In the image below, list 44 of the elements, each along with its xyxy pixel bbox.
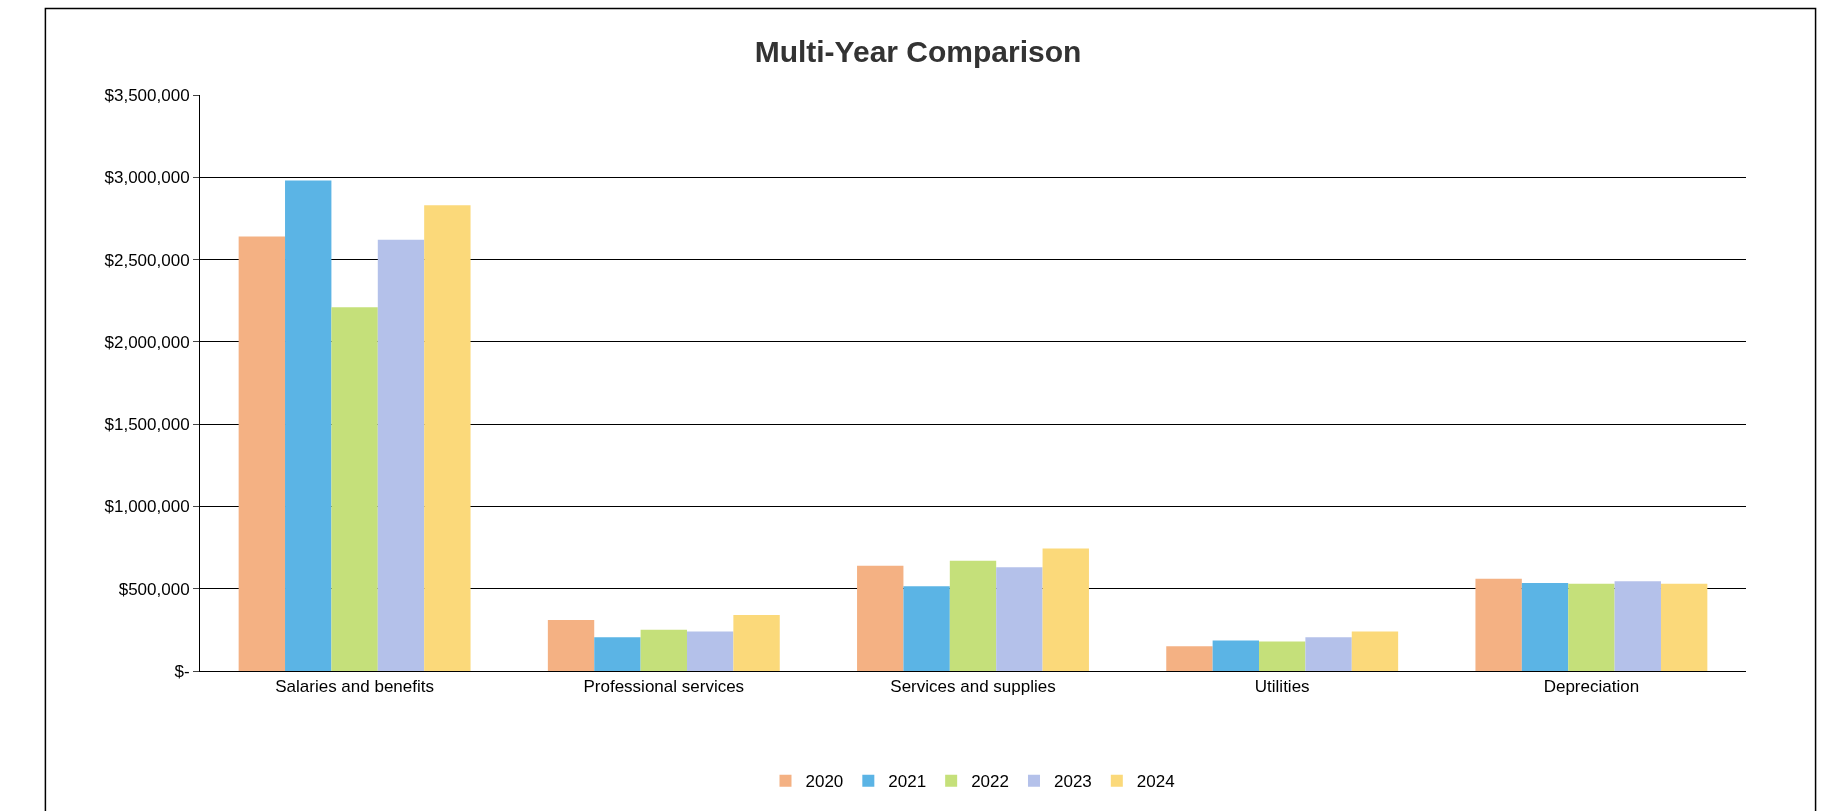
legend-label: 2022 <box>971 772 1009 792</box>
x-tick-label: Salaries and benefits <box>275 677 434 697</box>
bar <box>1212 640 1260 671</box>
bar <box>594 637 641 671</box>
bar <box>996 567 1043 671</box>
bar <box>1305 637 1352 671</box>
y-tick-label: $1,000,000 <box>104 497 190 517</box>
bar <box>903 586 950 671</box>
bar <box>1521 582 1569 671</box>
legend-label: 2020 <box>805 772 844 792</box>
bar <box>1166 646 1213 671</box>
bar <box>331 307 378 671</box>
bar <box>640 629 687 671</box>
bar <box>1259 641 1306 671</box>
x-tick-label: Professional services <box>583 677 745 697</box>
bar <box>1568 583 1615 671</box>
bar <box>949 560 997 671</box>
legend-label: 2021 <box>888 772 927 792</box>
x-tick-label: Services and supplies <box>890 677 1056 697</box>
bar <box>1351 631 1399 671</box>
bar <box>1614 581 1661 671</box>
y-tick-label: $2,000,000 <box>104 332 190 352</box>
legend-label: 2023 <box>1053 772 1092 792</box>
chart-title: Multi-Year Comparison <box>754 34 1082 68</box>
legend-label: 2024 <box>1136 772 1175 792</box>
bar <box>733 615 780 671</box>
y-tick-label: $- <box>174 661 190 681</box>
y-tick-label: $2,500,000 <box>104 250 190 270</box>
bar <box>1475 578 1522 671</box>
y-tick-label: $1,500,000 <box>104 415 190 435</box>
bar <box>377 239 425 671</box>
bar <box>424 205 471 671</box>
bar <box>1660 583 1708 671</box>
bar <box>238 236 286 671</box>
bar <box>547 619 595 671</box>
bar <box>1042 548 1089 671</box>
bar <box>686 631 734 671</box>
x-tick-label: Depreciation <box>1543 677 1640 697</box>
y-tick-label: $3,000,000 <box>104 168 190 188</box>
x-tick-label: Utilities <box>1254 677 1310 697</box>
y-tick-label: $500,000 <box>118 579 190 599</box>
y-tick-label: $3,500,000 <box>104 85 190 105</box>
bar <box>285 180 332 671</box>
bar <box>857 565 904 671</box>
